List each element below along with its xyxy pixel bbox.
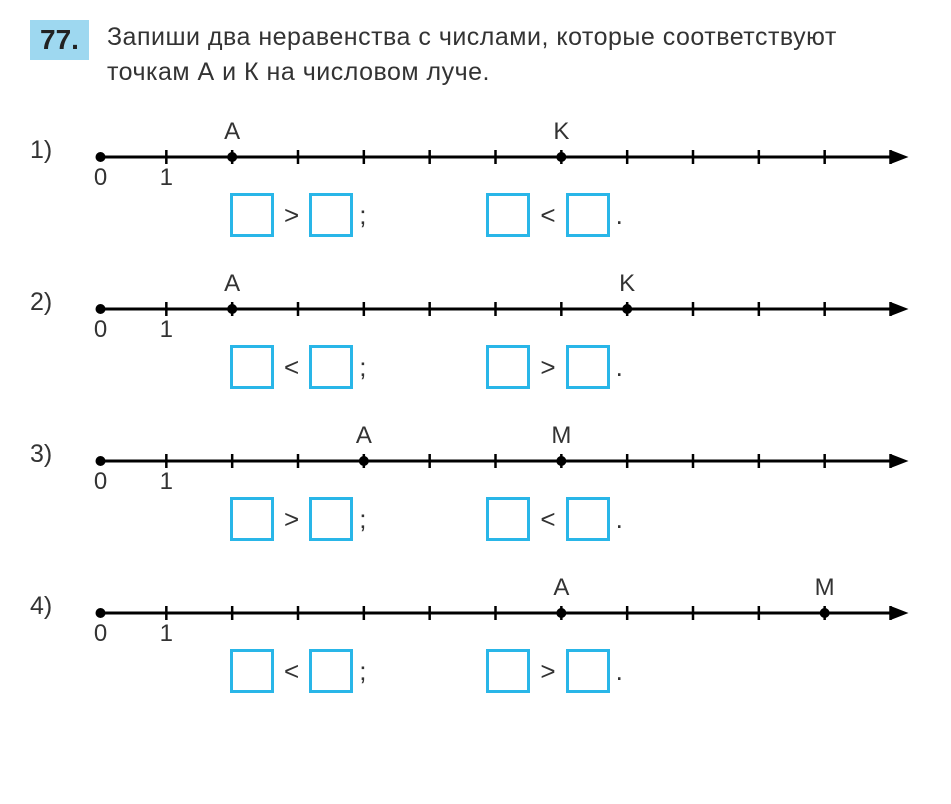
problem-number: 2): [30, 288, 80, 317]
problem-row: 2) 0 1 A K: [30, 267, 921, 337]
number-line: 0 1 A M: [80, 571, 921, 641]
punctuation: ;: [359, 200, 366, 231]
number-line: 0 1 A K: [80, 115, 921, 185]
inequality-operator: >: [540, 352, 555, 383]
inequality: >;: [230, 193, 366, 237]
axis-label-1: 1: [160, 620, 173, 641]
punctuation: ;: [359, 504, 366, 535]
inequality: <;: [230, 345, 366, 389]
answer-box[interactable]: [230, 497, 274, 541]
task-header: 77. Запиши два неравенства с числами, ко…: [30, 20, 921, 90]
inequality: <.: [486, 497, 622, 541]
punctuation: .: [616, 656, 623, 687]
answer-box[interactable]: [486, 345, 530, 389]
axis-label-0: 0: [94, 316, 107, 337]
problem: 3) 0 1 A M >; <.: [30, 419, 921, 541]
inequality-operator: >: [284, 504, 299, 535]
inequality-operator: >: [284, 200, 299, 231]
number-line-wrap: 0 1 A M: [80, 571, 921, 641]
problem-number: 1): [30, 136, 80, 165]
answers-row: >; <.: [230, 193, 921, 237]
answers-row: >; <.: [230, 497, 921, 541]
problem-row: 4) 0 1 A M: [30, 571, 921, 641]
problem-row: 3) 0 1 A M: [30, 419, 921, 489]
axis-label-0: 0: [94, 468, 107, 489]
problem: 4) 0 1 A M <; >.: [30, 571, 921, 693]
answer-box[interactable]: [566, 193, 610, 237]
axis-label-1: 1: [160, 164, 173, 185]
axis-label-1: 1: [160, 316, 173, 337]
answers-row: <; >.: [230, 345, 921, 389]
answer-box[interactable]: [309, 497, 353, 541]
number-line-wrap: 0 1 A M: [80, 419, 921, 489]
answer-box[interactable]: [309, 649, 353, 693]
problem-number: 4): [30, 592, 80, 621]
answer-box[interactable]: [309, 345, 353, 389]
inequality-operator: <: [284, 656, 299, 687]
inequality-operator: >: [540, 656, 555, 687]
punctuation: ;: [359, 656, 366, 687]
answer-box[interactable]: [566, 345, 610, 389]
answer-box[interactable]: [230, 649, 274, 693]
answer-box[interactable]: [486, 497, 530, 541]
answer-box[interactable]: [566, 497, 610, 541]
point-label: K: [553, 118, 569, 145]
answer-box[interactable]: [566, 649, 610, 693]
number-line-wrap: 0 1 A K: [80, 267, 921, 337]
punctuation: .: [616, 352, 623, 383]
point-label: A: [224, 270, 240, 297]
point-label: A: [224, 118, 240, 145]
answer-box[interactable]: [486, 193, 530, 237]
problems-container: 1) 0 1 A K >; <. 2) 0 1 A K <; >. 3) 0 1 A M >; <. 4) 0 1 A M <; >.: [30, 115, 921, 693]
inequality-operator: <: [284, 352, 299, 383]
answer-box[interactable]: [309, 193, 353, 237]
point-label: K: [619, 270, 635, 297]
punctuation: .: [616, 200, 623, 231]
answers-row: <; >.: [230, 649, 921, 693]
axis-label-1: 1: [160, 468, 173, 489]
point-label: A: [553, 574, 569, 601]
inequality: <.: [486, 193, 622, 237]
problem: 1) 0 1 A K >; <.: [30, 115, 921, 237]
punctuation: .: [616, 504, 623, 535]
point-label: A: [356, 422, 372, 449]
point-label: M: [815, 574, 835, 601]
inequality-operator: <: [540, 504, 555, 535]
problem-row: 1) 0 1 A K: [30, 115, 921, 185]
number-line: 0 1 A M: [80, 419, 921, 489]
task-number: 77.: [30, 20, 89, 60]
inequality: >;: [230, 497, 366, 541]
answer-box[interactable]: [230, 345, 274, 389]
inequality: >.: [486, 345, 622, 389]
point-label: M: [551, 422, 571, 449]
inequality: >.: [486, 649, 622, 693]
answer-box[interactable]: [230, 193, 274, 237]
inequality: <;: [230, 649, 366, 693]
axis-label-0: 0: [94, 620, 107, 641]
number-line: 0 1 A K: [80, 267, 921, 337]
inequality-operator: <: [540, 200, 555, 231]
axis-label-0: 0: [94, 164, 107, 185]
task-text: Запиши два неравенства с числами, которы…: [107, 20, 921, 90]
problem-number: 3): [30, 440, 80, 469]
answer-box[interactable]: [486, 649, 530, 693]
problem: 2) 0 1 A K <; >.: [30, 267, 921, 389]
number-line-wrap: 0 1 A K: [80, 115, 921, 185]
punctuation: ;: [359, 352, 366, 383]
